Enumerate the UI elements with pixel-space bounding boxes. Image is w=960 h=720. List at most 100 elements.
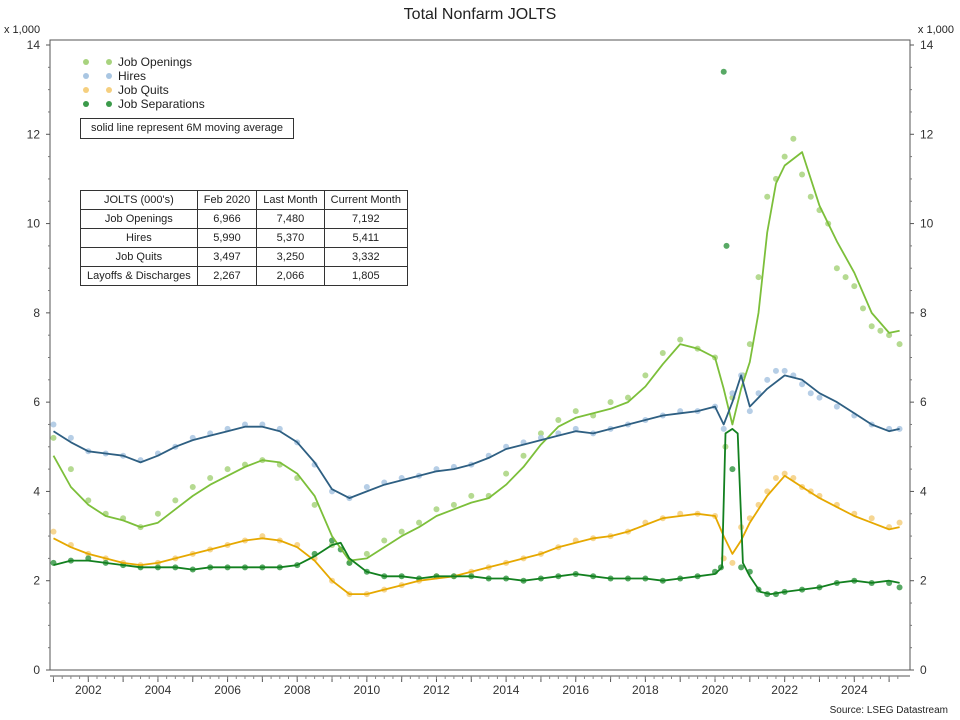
legend-dot-icon xyxy=(83,73,89,79)
legend-marker-icon xyxy=(80,69,112,83)
data-point xyxy=(868,323,875,330)
legend: Job Openings Hires Job Quits Job Separat… xyxy=(80,55,205,111)
data-point xyxy=(311,501,318,508)
data-point xyxy=(886,332,893,339)
legend-item-hires: Hires xyxy=(80,69,205,83)
data-point xyxy=(50,528,57,535)
data-point xyxy=(50,434,57,441)
table-row-label: Hires xyxy=(80,228,198,248)
legend-dot-icon xyxy=(83,101,89,107)
table-header-row: JOLTS (000's) Feb 2020 Last Month Curren… xyxy=(80,190,408,210)
y-tick-label-right: 4 xyxy=(920,484,927,498)
data-point xyxy=(520,452,527,459)
data-point xyxy=(67,466,74,473)
table-row-label: Job Quits xyxy=(80,247,198,267)
table-header-cell: Last Month xyxy=(256,190,325,210)
data-point xyxy=(833,265,840,272)
legend-label: Job Quits xyxy=(118,83,169,97)
y-tick-label-right: 12 xyxy=(920,127,934,141)
table-cell: 7,480 xyxy=(256,209,325,229)
y-tick-label: 6 xyxy=(33,395,40,409)
legend-dot-icon xyxy=(83,87,89,93)
x-tick-label: 2024 xyxy=(841,683,868,697)
table-header-cell: Current Month xyxy=(323,190,408,210)
table-cell: 2,066 xyxy=(256,266,325,286)
data-point xyxy=(624,394,631,401)
right-axis-unit: x 1,000 xyxy=(917,24,954,36)
left-axis-unit: x 1,000 xyxy=(4,24,41,36)
table-cell: 3,497 xyxy=(196,247,258,267)
y-tick-label: 2 xyxy=(33,574,40,588)
data-point xyxy=(381,537,388,544)
data-point xyxy=(450,501,457,508)
table-cell: 2,267 xyxy=(196,266,258,286)
table-cell: 5,370 xyxy=(256,228,325,248)
data-point xyxy=(781,470,788,477)
x-tick-label: 2014 xyxy=(493,683,520,697)
table-cell: 6,966 xyxy=(196,209,258,229)
data-point xyxy=(189,483,196,490)
chart-title: Total Nonfarm JOLTS xyxy=(403,6,557,23)
data-point xyxy=(755,274,762,281)
legend-dot-icon xyxy=(106,87,112,93)
y-tick-label: 12 xyxy=(27,127,41,141)
data-point xyxy=(572,425,579,432)
x-tick-label: 2002 xyxy=(75,683,102,697)
series-hires-points xyxy=(50,367,903,502)
data-point xyxy=(85,497,92,504)
data-point xyxy=(468,492,475,499)
data-point xyxy=(764,193,771,200)
data-point xyxy=(877,327,884,334)
data-point xyxy=(50,421,57,428)
data-point xyxy=(833,403,840,410)
y-tick-label-right: 2 xyxy=(920,574,927,588)
data-point xyxy=(363,483,370,490)
legend-item-job-openings: Job Openings xyxy=(80,55,205,69)
y-tick-label-right: 6 xyxy=(920,395,927,409)
legend-marker-icon xyxy=(80,55,112,69)
x-tick-label: 2010 xyxy=(353,683,380,697)
data-point xyxy=(738,564,745,571)
data-point xyxy=(607,399,614,406)
legend-dot-icon xyxy=(106,101,112,107)
series-job-separations-ma-line xyxy=(53,428,900,595)
table-row: Job Quits 3,497 3,250 3,332 xyxy=(80,247,408,267)
x-tick-label: 2008 xyxy=(284,683,311,697)
y-tick-label-right: 10 xyxy=(920,217,934,231)
x-tick-label: 2022 xyxy=(771,683,798,697)
x-tick-label: 2006 xyxy=(214,683,241,697)
data-point xyxy=(398,528,405,535)
data-point xyxy=(781,367,788,374)
legend-marker-icon xyxy=(80,83,112,97)
data-point xyxy=(746,341,753,348)
data-point xyxy=(729,559,736,566)
data-point xyxy=(363,550,370,557)
data-point xyxy=(859,305,866,312)
series-job-openings-ma-line xyxy=(52,151,900,562)
legend-label: Job Openings xyxy=(118,55,193,69)
data-point xyxy=(677,336,684,343)
data-point xyxy=(720,425,727,432)
x-tick-label: 2018 xyxy=(632,683,659,697)
y-tick-label: 14 xyxy=(27,38,41,52)
data-point xyxy=(642,372,649,379)
data-point xyxy=(346,559,353,566)
moving-average-note: solid line represent 6M moving average xyxy=(80,118,294,139)
data-point xyxy=(67,434,74,441)
table-row-label: Job Openings xyxy=(80,209,198,229)
data-point xyxy=(659,350,666,357)
y-tick-label: 4 xyxy=(33,484,40,498)
x-tick-label: 2004 xyxy=(145,683,172,697)
legend-dot-icon xyxy=(106,73,112,79)
data-point xyxy=(772,475,779,482)
data-point xyxy=(799,381,806,388)
data-point xyxy=(723,242,730,249)
legend-item-job-separations: Job Separations xyxy=(80,97,205,111)
legend-marker-icon xyxy=(80,97,112,111)
source-note: Source: LSEG Datastream xyxy=(829,705,948,716)
series-hires-ma-line xyxy=(53,374,900,499)
data-point xyxy=(207,475,214,482)
table-cell: 3,250 xyxy=(256,247,325,267)
data-point xyxy=(807,193,814,200)
table-cell: 5,411 xyxy=(323,228,408,248)
